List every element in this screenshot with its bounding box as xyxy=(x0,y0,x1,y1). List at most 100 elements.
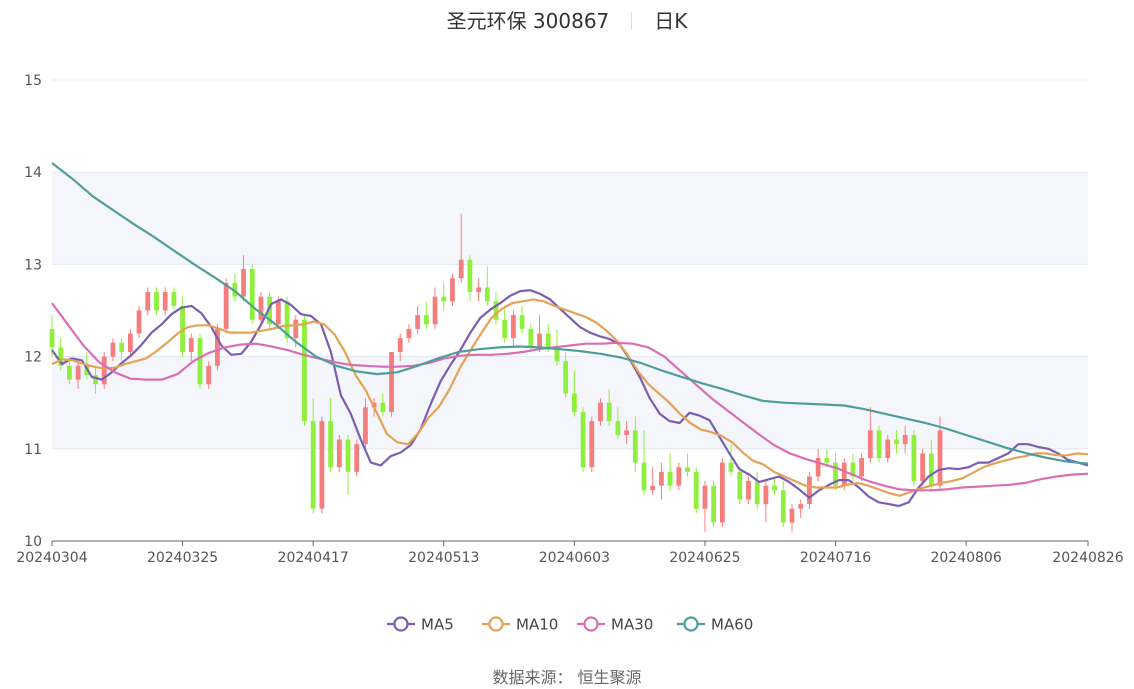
candle xyxy=(894,430,899,454)
candle xyxy=(450,273,455,306)
candle-body xyxy=(798,504,804,509)
candle xyxy=(859,453,865,482)
candle xyxy=(589,416,595,472)
candle xyxy=(249,264,255,325)
candle-body xyxy=(154,292,159,311)
candle xyxy=(911,430,917,486)
candle-body xyxy=(815,458,821,477)
candle-body xyxy=(58,347,64,366)
candle xyxy=(188,333,194,362)
candle xyxy=(711,481,717,528)
candle-body xyxy=(180,305,185,352)
candle-body xyxy=(493,301,499,320)
grid-band xyxy=(52,172,1088,265)
candle xyxy=(93,365,98,394)
candle xyxy=(650,467,656,495)
candle-body xyxy=(363,407,368,445)
candle xyxy=(780,481,786,528)
candle xyxy=(162,287,168,316)
candle-body xyxy=(641,462,647,491)
legend-item-ma10: MA10 xyxy=(482,616,558,634)
candle-body xyxy=(659,471,664,486)
candle-body xyxy=(423,315,429,325)
candle xyxy=(676,462,682,491)
candle-body xyxy=(719,462,725,523)
candle-body xyxy=(528,328,534,348)
candle-body xyxy=(345,439,351,472)
candle xyxy=(206,361,212,389)
candle-body xyxy=(606,402,612,422)
candle xyxy=(241,255,246,302)
candle-body xyxy=(754,481,760,505)
candle-body xyxy=(467,259,473,293)
candle-body xyxy=(75,365,81,380)
candle-body xyxy=(136,310,142,334)
legend-marker xyxy=(393,616,409,632)
candle xyxy=(902,425,908,454)
candle-body xyxy=(389,351,394,412)
candle-body xyxy=(780,490,786,523)
candle-body xyxy=(119,342,125,352)
candle-body xyxy=(275,301,281,325)
candle xyxy=(467,255,473,302)
candle-body xyxy=(319,421,325,509)
candle-body xyxy=(728,462,734,472)
x-tick-label: 20240826 xyxy=(1052,550,1123,566)
title-separator xyxy=(631,12,633,30)
candle xyxy=(49,315,55,357)
candle xyxy=(389,351,394,417)
candle-body xyxy=(93,375,98,385)
data-source: 数据来源： 恒生聚源 xyxy=(492,668,642,687)
candle xyxy=(867,407,873,463)
candle xyxy=(615,407,621,440)
y-tick-label: 12 xyxy=(24,350,42,366)
candle-body xyxy=(937,430,943,486)
candle xyxy=(476,278,481,302)
candle xyxy=(406,324,412,343)
x-tick-label: 20240417 xyxy=(278,550,349,566)
ma-line-ma30 xyxy=(51,302,1089,492)
candle-body xyxy=(110,342,116,357)
chart-title: 圣元环保 300867 日K xyxy=(0,8,1134,34)
candle-body xyxy=(476,287,481,293)
legend-marker xyxy=(683,616,699,632)
candle xyxy=(319,416,325,514)
candle xyxy=(789,504,795,532)
candle-body xyxy=(746,481,751,500)
candle xyxy=(75,361,81,389)
candle xyxy=(267,292,273,329)
candle xyxy=(937,416,943,491)
candle-body xyxy=(920,453,925,482)
candle-body xyxy=(589,421,595,468)
candle-body xyxy=(328,421,333,468)
ma-lines xyxy=(51,162,1089,508)
candle-body xyxy=(511,315,516,339)
candle xyxy=(223,278,229,334)
candle-body xyxy=(894,439,899,445)
candle xyxy=(354,439,360,477)
candle xyxy=(763,481,769,523)
x-tick-label: 20240806 xyxy=(930,550,1001,566)
candle xyxy=(928,439,934,491)
legend-marker xyxy=(583,616,599,632)
candle xyxy=(493,292,499,325)
legend-item-ma60: MA60 xyxy=(677,616,753,634)
candle-body xyxy=(302,319,307,422)
candle xyxy=(415,305,421,334)
candle-body xyxy=(650,485,656,491)
candle xyxy=(397,333,403,362)
candle xyxy=(197,333,203,389)
candle-body xyxy=(223,282,229,329)
candle-body xyxy=(249,269,255,320)
candle-body xyxy=(49,328,55,348)
y-axis: 10 11 12 13 14 15 xyxy=(24,73,42,550)
candle xyxy=(798,499,804,518)
candle xyxy=(215,324,220,371)
candle-body xyxy=(580,411,586,468)
candle-body xyxy=(484,287,490,302)
candle xyxy=(571,370,577,417)
candle-body xyxy=(902,434,908,445)
candle xyxy=(336,434,342,472)
candle-body xyxy=(502,319,508,339)
